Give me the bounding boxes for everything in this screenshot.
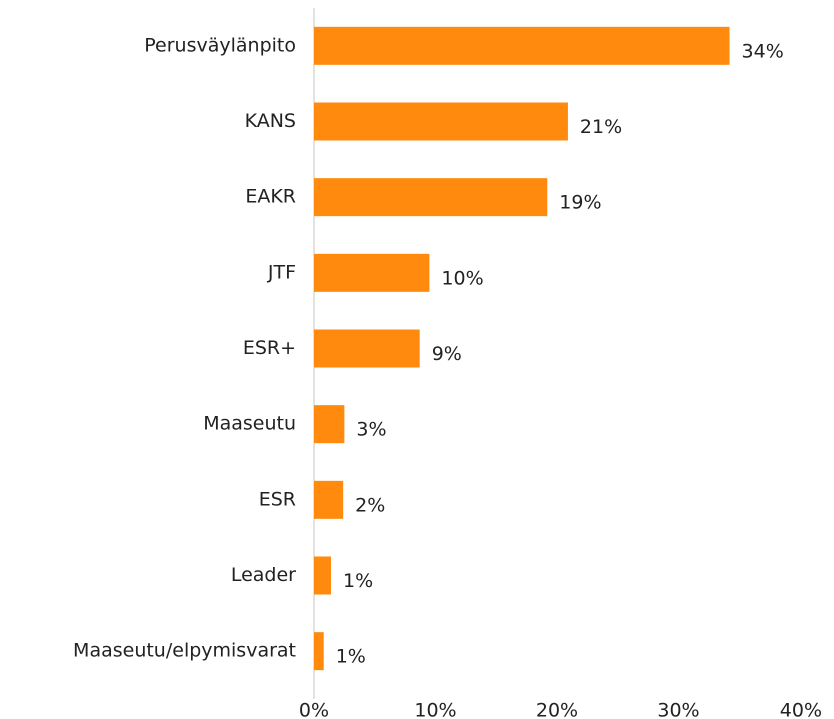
value-label: 34% xyxy=(742,40,784,62)
value-label: 3% xyxy=(356,419,386,441)
y-tick-label: Perusväylänpito xyxy=(144,34,296,56)
bar xyxy=(314,405,345,444)
y-tick-label: Maaseutu/elpymisvarat xyxy=(73,640,296,662)
value-label: 9% xyxy=(432,343,462,365)
x-tick-label: 40% xyxy=(780,700,822,719)
value-label: 19% xyxy=(559,192,601,214)
bar xyxy=(314,480,344,519)
bar xyxy=(314,632,324,671)
y-tick-label: ESR xyxy=(259,488,296,510)
value-label: 1% xyxy=(343,570,373,592)
y-tick-label: Leader xyxy=(231,564,296,586)
x-tick-label: 20% xyxy=(536,700,578,719)
x-tick-label: 30% xyxy=(657,700,699,719)
bar xyxy=(314,329,420,368)
value-label: 2% xyxy=(355,494,385,516)
y-tick-label: Maaseutu xyxy=(203,413,296,435)
y-tick-label: ESR+ xyxy=(243,337,296,359)
y-tick-label: KANS xyxy=(245,110,296,132)
bar xyxy=(314,102,568,141)
y-tick-label: EAKR xyxy=(245,186,296,208)
bar xyxy=(314,556,332,595)
bar xyxy=(314,253,430,292)
value-label: 10% xyxy=(441,267,483,289)
x-tick-label: 0% xyxy=(299,700,329,719)
bar xyxy=(314,178,548,217)
bar xyxy=(314,26,730,65)
x-tick-label: 10% xyxy=(414,700,456,719)
value-label: 21% xyxy=(580,116,622,138)
value-label: 1% xyxy=(336,646,366,668)
y-tick-label: JTF xyxy=(267,261,296,283)
